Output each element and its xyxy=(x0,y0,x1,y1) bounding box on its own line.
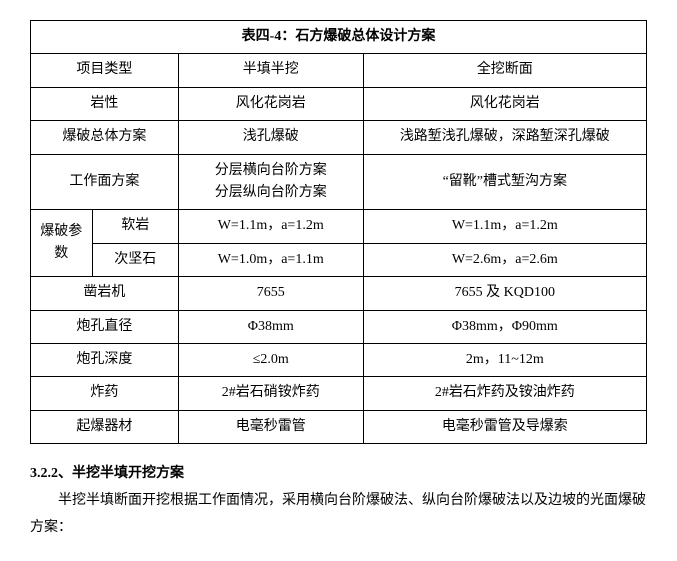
row-label: 炸药 xyxy=(31,377,179,410)
row-label: 项目类型 xyxy=(31,54,179,87)
cell-line: 分层纵向台阶方案 xyxy=(185,182,357,204)
cell: 风化花岗岩 xyxy=(363,87,646,120)
table-row: 爆破参数 软岩 W=1.1m，a=1.2m W=1.1m，a=1.2m xyxy=(31,210,647,243)
table-row: 岩性 风化花岗岩 风化花岗岩 xyxy=(31,87,647,120)
row-sub-label: 软岩 xyxy=(92,210,178,243)
cell: W=2.6m，a=2.6m xyxy=(363,243,646,276)
cell: 7655 xyxy=(178,277,363,310)
table-row: 起爆器材 电毫秒雷管 电毫秒雷管及导爆索 xyxy=(31,410,647,443)
cell: 7655 及 KQD100 xyxy=(363,277,646,310)
body-paragraph: 半挖半填断面开挖根据工作面情况，采用横向台阶爆破法、纵向台阶爆破法以及边坡的光面… xyxy=(30,488,647,541)
cell: 全挖断面 xyxy=(363,54,646,87)
cell: 电毫秒雷管及导爆索 xyxy=(363,410,646,443)
cell: 2#岩石炸药及铵油炸药 xyxy=(363,377,646,410)
cell: 浅路堑浅孔爆破，深路堑深孔爆破 xyxy=(363,121,646,154)
table-row: 炸药 2#岩石硝铵炸药 2#岩石炸药及铵油炸药 xyxy=(31,377,647,410)
cell: 风化花岗岩 xyxy=(178,87,363,120)
row-group-label: 爆破参数 xyxy=(31,210,93,277)
table-row: 炮孔直径 Φ38mm Φ38mm，Φ90mm xyxy=(31,310,647,343)
cell: Φ38mm，Φ90mm xyxy=(363,310,646,343)
row-label: 炮孔深度 xyxy=(31,343,179,376)
row-label: 凿岩机 xyxy=(31,277,179,310)
row-label: 工作面方案 xyxy=(31,154,179,210)
cell: ≤2.0m xyxy=(178,343,363,376)
table-row: 项目类型 半填半挖 全挖断面 xyxy=(31,54,647,87)
cell: Φ38mm xyxy=(178,310,363,343)
cell: W=1.1m，a=1.2m xyxy=(178,210,363,243)
cell: W=1.1m，a=1.2m xyxy=(363,210,646,243)
cell-line: 分层横向台阶方案 xyxy=(185,160,357,182)
cell: 分层横向台阶方案 分层纵向台阶方案 xyxy=(178,154,363,210)
row-label: 爆破总体方案 xyxy=(31,121,179,154)
table-caption: 表四-4：石方爆破总体设计方案 xyxy=(31,21,647,54)
cell: 2m，11~12m xyxy=(363,343,646,376)
table-row: 炮孔深度 ≤2.0m 2m，11~12m xyxy=(31,343,647,376)
row-label: 岩性 xyxy=(31,87,179,120)
row-label: 炮孔直径 xyxy=(31,310,179,343)
table-row: 凿岩机 7655 7655 及 KQD100 xyxy=(31,277,647,310)
cell: 电毫秒雷管 xyxy=(178,410,363,443)
table-row: 次坚石 W=1.0m，a=1.1m W=2.6m，a=2.6m xyxy=(31,243,647,276)
design-table: 表四-4：石方爆破总体设计方案 项目类型 半填半挖 全挖断面 岩性 风化花岗岩 … xyxy=(30,20,647,444)
section-heading: 3.2.2、半挖半填开挖方案 xyxy=(30,462,647,482)
cell: W=1.0m，a=1.1m xyxy=(178,243,363,276)
cell: 2#岩石硝铵炸药 xyxy=(178,377,363,410)
cell: 浅孔爆破 xyxy=(178,121,363,154)
table-row: 爆破总体方案 浅孔爆破 浅路堑浅孔爆破，深路堑深孔爆破 xyxy=(31,121,647,154)
cell: “留靴”槽式堑沟方案 xyxy=(363,154,646,210)
row-label: 起爆器材 xyxy=(31,410,179,443)
row-sub-label: 次坚石 xyxy=(92,243,178,276)
cell: 半填半挖 xyxy=(178,54,363,87)
table-row: 工作面方案 分层横向台阶方案 分层纵向台阶方案 “留靴”槽式堑沟方案 xyxy=(31,154,647,210)
